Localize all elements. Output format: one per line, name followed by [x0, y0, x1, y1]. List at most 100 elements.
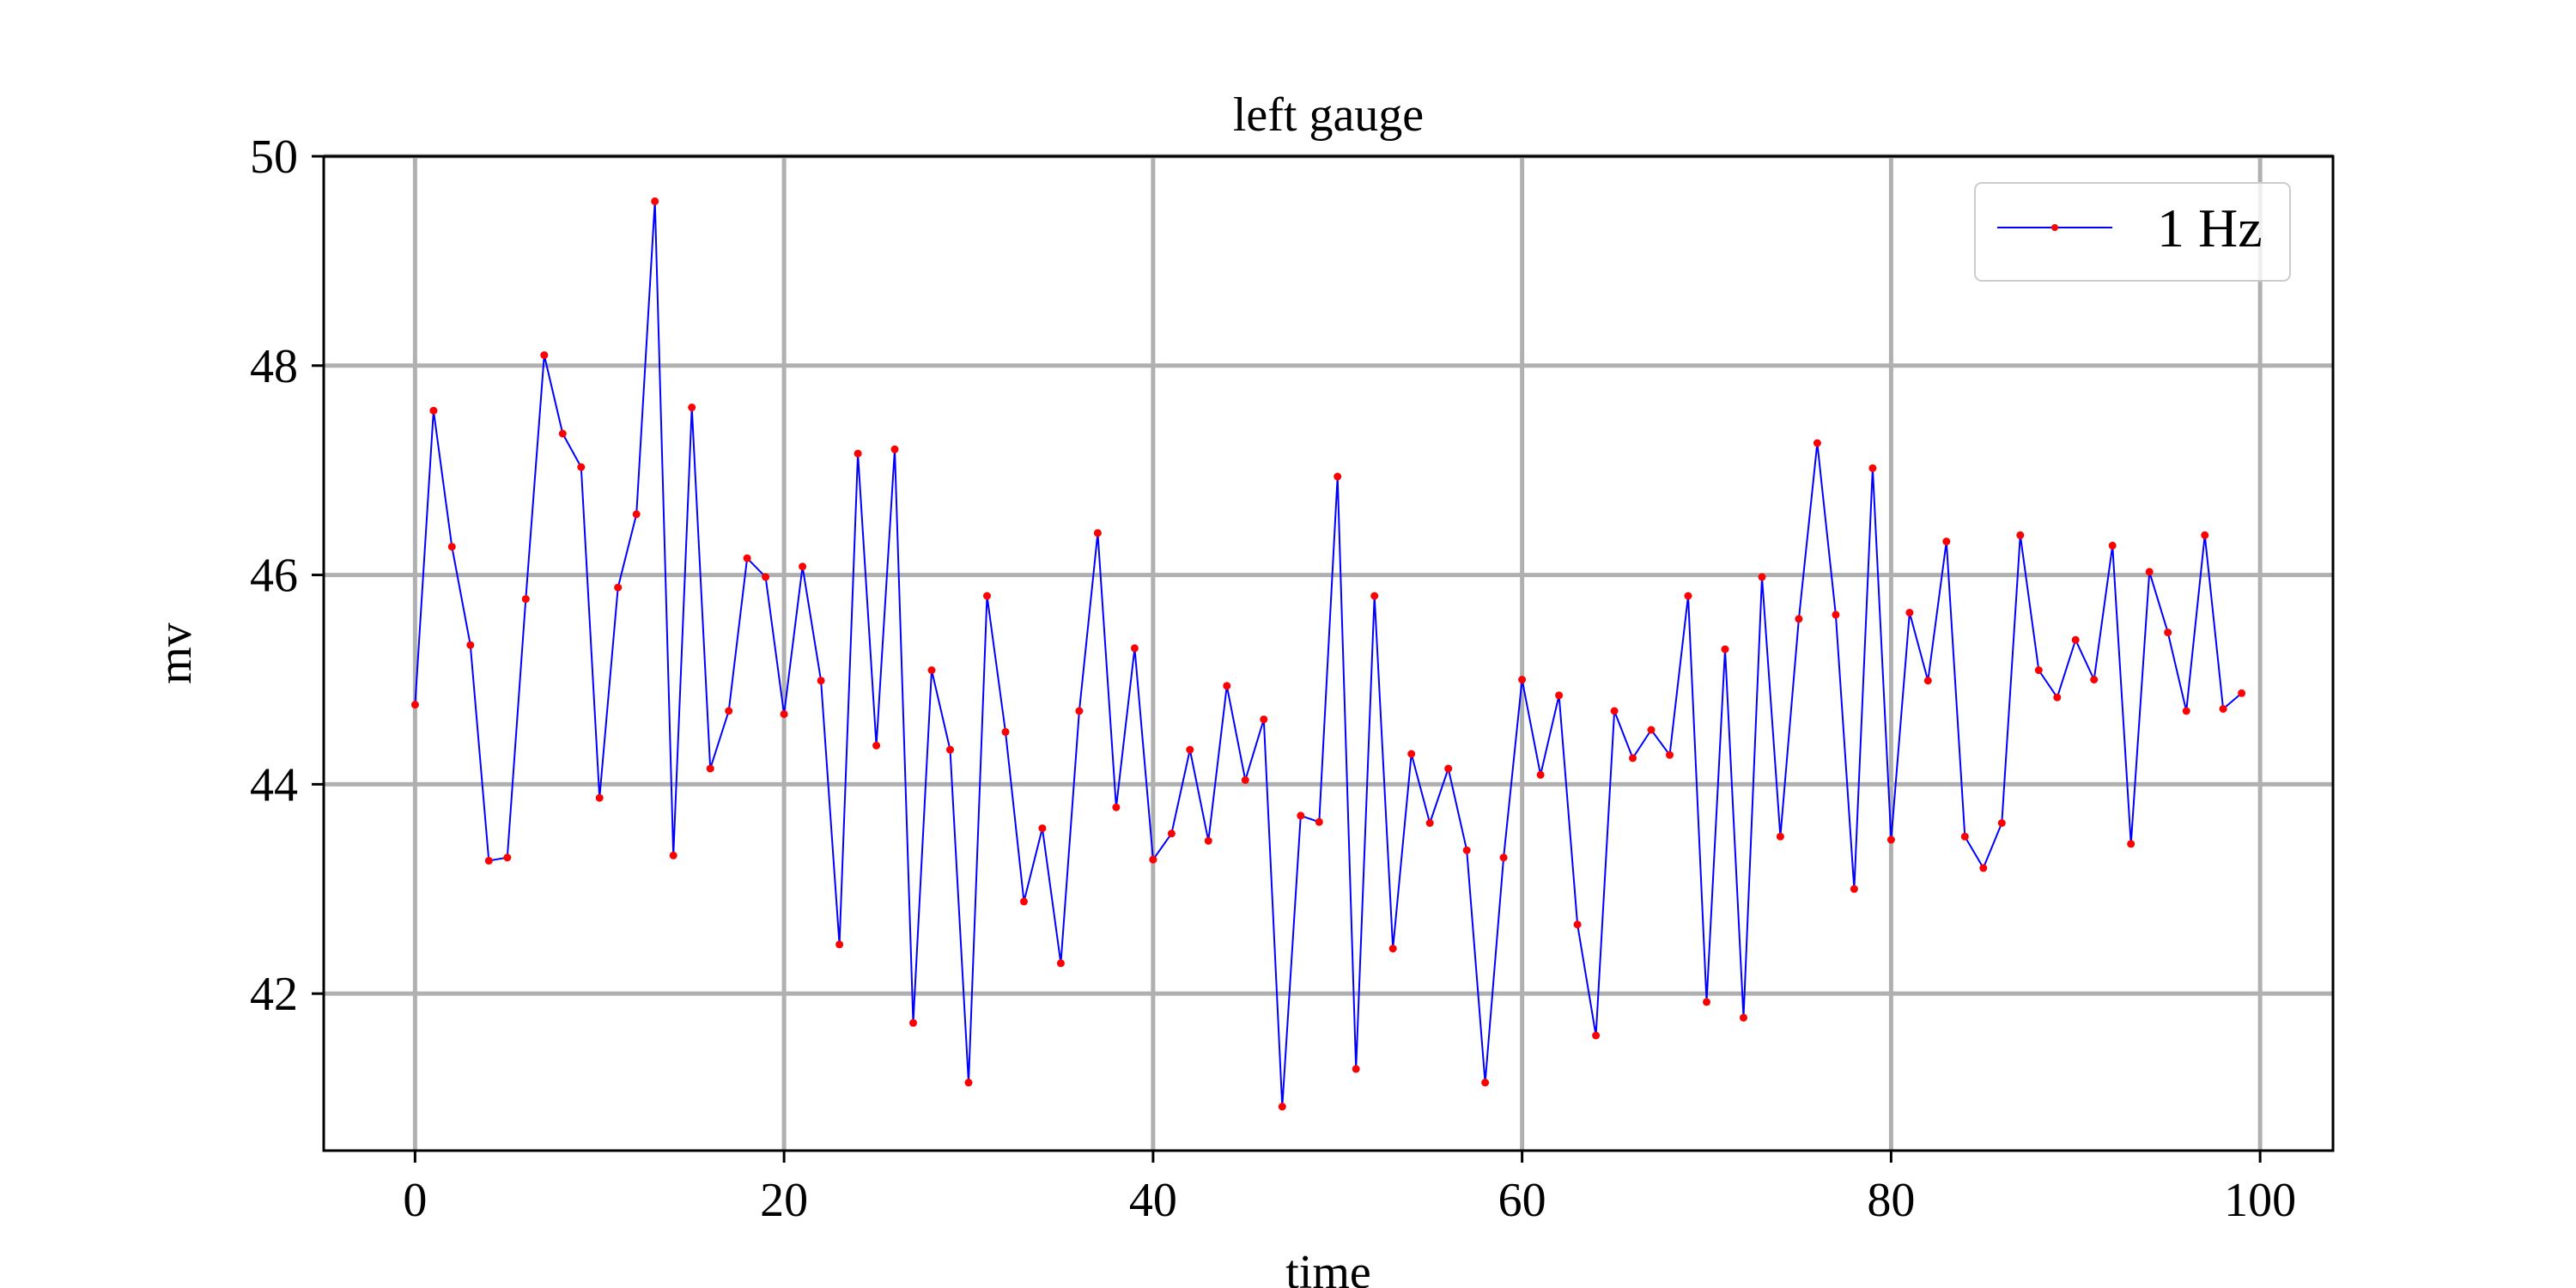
y-axis: 42 44 46 48 50: [250, 131, 324, 1021]
data-point: [743, 554, 751, 562]
x-tick-label: 80: [1867, 1174, 1915, 1227]
data-point: [1260, 715, 1268, 724]
data-point: [2238, 689, 2246, 697]
data-point: [2164, 629, 2172, 637]
data-point: [946, 745, 954, 754]
data-point: [2145, 568, 2154, 576]
data-point: [2090, 676, 2099, 683]
x-tick-label: 60: [1498, 1174, 1546, 1227]
data-point: [1186, 745, 1194, 754]
data-point: [1555, 691, 1564, 700]
y-tick-label: 48: [250, 340, 298, 393]
data-point: [2071, 635, 2080, 644]
data-point: [1481, 1078, 1490, 1087]
data-point: [799, 562, 807, 571]
data-point: [1850, 884, 1858, 893]
data-point: [1592, 1031, 1601, 1040]
data-point: [983, 592, 991, 600]
x-axis: 0 20 40 60 80 100: [403, 1151, 2296, 1227]
data-point: [1629, 754, 1637, 762]
data-point: [1573, 920, 1582, 929]
x-tick-label: 40: [1129, 1174, 1177, 1227]
data-point: [1297, 811, 1305, 820]
data-point: [1149, 855, 1157, 864]
data-point: [1610, 707, 1619, 715]
data-point: [1813, 439, 1821, 447]
data-point: [1462, 846, 1471, 854]
legend-box: [1974, 182, 2291, 282]
chart-title: left gauge: [1233, 88, 1424, 142]
data-point: [1868, 464, 1877, 472]
data-point: [651, 197, 659, 205]
data-point: [1001, 727, 1010, 736]
data-point: [1444, 764, 1453, 773]
data-point: [540, 351, 549, 360]
data-point: [909, 1018, 917, 1027]
series-line: [414, 200, 2243, 1108]
series-line-layer: [414, 200, 2243, 1108]
data-point: [1038, 824, 1047, 833]
data-point: [1905, 609, 1914, 617]
data-point: [2016, 531, 2025, 539]
data-point: [780, 710, 788, 719]
data-point: [1886, 835, 1895, 844]
data-point: [1721, 645, 1729, 653]
data-point: [1370, 592, 1379, 600]
data-point: [1740, 1013, 1747, 1022]
data-point: [447, 543, 456, 551]
data-point: [669, 851, 677, 860]
y-tick-label: 50: [250, 131, 298, 184]
data-point: [1997, 819, 2006, 827]
data-point: [2108, 541, 2117, 550]
data-point: [2182, 707, 2190, 715]
data-point: [632, 510, 641, 519]
data-point: [466, 641, 475, 649]
data-point: [2053, 693, 2062, 702]
data-point: [1112, 803, 1121, 811]
data-point: [890, 445, 899, 453]
x-tick-label: 100: [2224, 1174, 2296, 1227]
data-point: [429, 406, 438, 415]
data-point: [1776, 832, 1784, 841]
data-point: [1388, 945, 1397, 953]
data-point: [1518, 676, 1527, 683]
data-point: [2201, 531, 2209, 539]
data-point: [1942, 538, 1951, 546]
data-point: [484, 856, 493, 865]
x-tick-label: 0: [403, 1174, 427, 1227]
data-point: [927, 666, 936, 674]
data-point: [1647, 726, 1656, 734]
y-tick-label: 42: [250, 968, 298, 1021]
data-point: [1666, 750, 1674, 759]
data-point: [817, 677, 825, 685]
data-point: [1352, 1065, 1360, 1073]
data-point: [577, 463, 586, 471]
data-point: [1407, 750, 1416, 758]
y-axis-title: mv: [149, 623, 202, 684]
data-point: [688, 404, 696, 411]
data-point: [1278, 1103, 1286, 1111]
data-point: [1795, 615, 1803, 623]
data-point: [762, 573, 770, 581]
data-point: [1093, 529, 1102, 538]
legend-marker-swatch: [2051, 224, 2058, 231]
data-point: [1499, 854, 1508, 862]
data-point: [1536, 770, 1545, 779]
data-point: [558, 429, 567, 438]
data-point: [1315, 817, 1323, 826]
data-point: [1130, 644, 1139, 653]
data-point: [1334, 472, 1342, 481]
data-point: [835, 940, 844, 949]
y-tick-label: 46: [250, 550, 298, 603]
data-point: [1703, 998, 1710, 1006]
data-point: [1241, 776, 1249, 784]
data-point: [854, 449, 862, 458]
data-point: [1684, 592, 1692, 600]
data-point: [1832, 611, 1840, 619]
data-point: [1167, 829, 1176, 838]
data-point: [1758, 573, 1766, 581]
data-point: [1923, 677, 1932, 685]
y-tick-label: 44: [250, 758, 298, 811]
data-point: [1056, 959, 1065, 968]
